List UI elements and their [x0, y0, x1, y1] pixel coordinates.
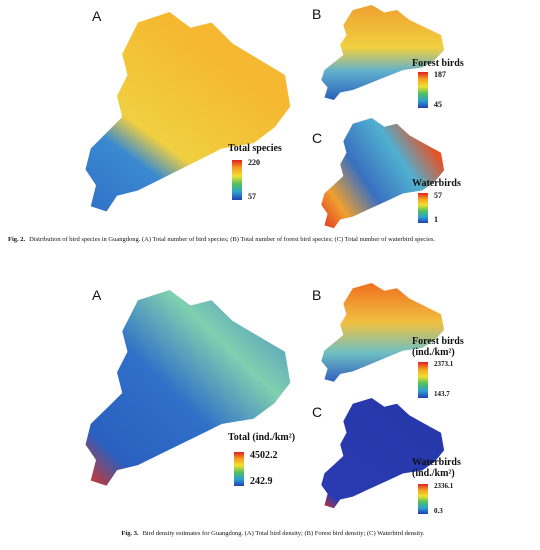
- legend-min: 143.7: [434, 390, 450, 398]
- map: [85, 12, 291, 212]
- panel-letter: C: [312, 404, 323, 420]
- color-bar: [418, 362, 428, 398]
- legend-title: Total species: [228, 143, 282, 154]
- panel-letter: B: [312, 287, 322, 303]
- legend-min: 45: [434, 100, 442, 109]
- color-bar: [418, 72, 428, 108]
- legend-min: 0.3: [434, 507, 443, 515]
- panel-letter: A: [92, 287, 102, 303]
- legend-title: Waterbirds: [412, 178, 461, 189]
- legend-max: 4502.2: [250, 450, 278, 461]
- legend-min: 1: [434, 215, 438, 224]
- caption-label: Fig. 2.: [8, 236, 26, 243]
- legend-max: 2336.1: [434, 482, 454, 490]
- color-bar: [418, 484, 428, 514]
- legend-title: Total (ind./km²): [228, 432, 296, 443]
- legend-min: 242.9: [250, 476, 273, 487]
- panel-letter: A: [92, 8, 102, 24]
- color-bar: [418, 193, 428, 223]
- legend-max: 2373.1: [434, 360, 454, 368]
- panel-letter: C: [312, 130, 323, 146]
- color-bar: [234, 452, 244, 486]
- legend-title: Forest birds: [412, 58, 464, 69]
- color-bar: [232, 160, 242, 200]
- caption-text: Bird density estimates for Guangdong. (A…: [142, 530, 425, 537]
- panel-letter: B: [312, 6, 322, 22]
- legend-min: 57: [248, 192, 256, 201]
- caption: Fig. 2. Distribution of bird species in G…: [8, 236, 538, 243]
- caption-text: Distribution of bird species in Guangdon…: [29, 236, 436, 243]
- legend-max: 57: [434, 191, 442, 200]
- legend-max: 187: [434, 70, 446, 79]
- caption-label: Fig. 3.: [121, 530, 139, 537]
- legend-max: 220: [248, 158, 260, 167]
- legend-title: Forest birds (ind./km²): [412, 336, 464, 358]
- legend-title: Waterbirds (ind./km²): [412, 457, 461, 479]
- caption: Fig. 3. Bird density estimates for Guangd…: [8, 530, 538, 537]
